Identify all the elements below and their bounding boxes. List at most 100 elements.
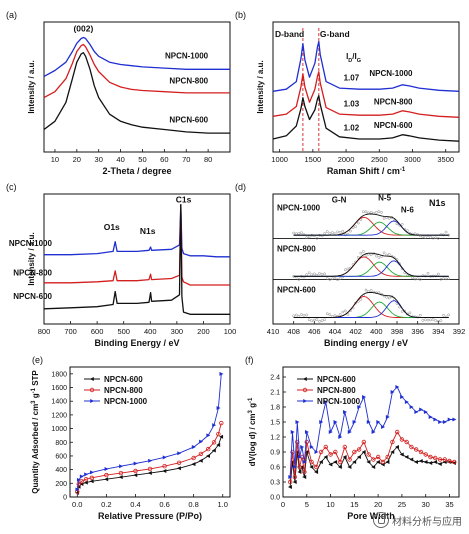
panel-f-legend-label: NPCN-1000 — [317, 397, 361, 406]
panel-a-xrd: 10 20 30 40 50 60 70 80 (a) 2-Theta / degree Inten… — [6, 10, 231, 176]
panel-d-raw-data-point — [434, 236, 438, 240]
panel-d-raw-data-point — [315, 318, 319, 321]
panel-d-raw-data-point — [436, 236, 440, 240]
panel-f-data-point — [414, 410, 419, 414]
panel-d-raw-data-point — [387, 252, 391, 256]
panel-f-data-point — [297, 470, 302, 474]
panel-e-data-point — [176, 466, 181, 471]
panel-c-xps-survey: 800 700 600 500 400 300 200 100 (c) Binding Energ… — [6, 182, 236, 348]
panel-f-data-point — [295, 439, 300, 445]
panel-f-data-point — [333, 460, 338, 464]
panel-f-data-point — [362, 395, 367, 399]
panel-d-raw-data-point — [424, 318, 427, 322]
panel-c-peak-label: O1s — [104, 222, 120, 232]
panel-f-legend-marker — [302, 387, 308, 393]
panel-e-y-axis-label-part: -1 — [31, 387, 37, 393]
panel-e-x-axis-label: Relative Pressure (P/Po) — [98, 511, 202, 521]
panel-f-data-point — [309, 459, 314, 465]
panel-d-raw-data-point — [343, 233, 347, 237]
panel-f-y-tick-label: 2.1 — [270, 390, 280, 397]
panel-c-x-tick-label: 200 — [197, 327, 210, 336]
panel-d-raw-data-point — [333, 314, 337, 318]
panel-d-raw-data-point — [307, 318, 311, 322]
panel-d-raw-data-point — [413, 277, 417, 281]
panel-f-data-point — [394, 429, 400, 435]
panel-f-data-point — [395, 385, 400, 389]
panel-d-raw-data-point — [325, 277, 329, 280]
panel-f-data-point — [442, 420, 447, 424]
panel-e-y-tick-label: 1000 — [51, 426, 67, 433]
panel-e-plot-frame — [69, 366, 231, 498]
panel-f-data-point — [343, 410, 348, 414]
panel-d-raw-data-point — [338, 313, 342, 316]
panel-a-series-npcn-800 — [43, 43, 230, 99]
panel-e-x-tick-label: 0.6 — [159, 500, 169, 509]
panel-a-peak-annotation: (002) — [73, 23, 93, 33]
panel-f-data-point — [292, 474, 298, 480]
panel-d-raw-data-point — [429, 318, 432, 322]
panel-d-raw-data-point — [356, 256, 360, 259]
panel-d-raw-data-point — [421, 319, 425, 322]
panel-c-series-npcn-600 — [43, 204, 230, 315]
panel-d-raw-data-point — [444, 230, 448, 234]
panel-b-series-label: NPCN-1000 — [369, 69, 413, 78]
panel-f-data-point — [419, 407, 424, 412]
panel-d-raw-data-point — [312, 272, 316, 276]
panel-f-data-point — [361, 439, 367, 445]
panel-f-y-axis-label-part: dV(log d) / cm — [248, 413, 257, 466]
panel-f-data-point — [328, 462, 333, 467]
panel-f-data-point — [314, 464, 319, 470]
panel-d-x-tick-label: 396 — [411, 327, 424, 336]
panel-d-raw-data-point — [436, 272, 440, 276]
panel-d-x-axis-label: Binding energy / eV — [324, 338, 408, 348]
panel-f-data-point — [319, 420, 324, 424]
panel-b-x-axis-label: Raman Shift / cm-1 — [327, 166, 406, 176]
panel-f-data-point — [309, 465, 314, 469]
panel-e-adsorption-isotherm: 0.0 0.2 0.4 0.6 0.8 1.0 0 200 400 600 800 1000 1200 1… — [31, 355, 231, 521]
panel-b-x-tick-label: 1500 — [305, 155, 322, 164]
panel-d-raw-data-point — [444, 277, 448, 281]
panel-f-legend-label: NPCN-600 — [317, 375, 356, 384]
panel-f-x-tick-label: 0 — [281, 500, 285, 509]
panel-e-data-point — [205, 453, 210, 458]
panel-e-data-point — [211, 440, 217, 445]
panel-f-data-point — [428, 454, 433, 460]
panel-d-raw-data-point — [323, 318, 327, 322]
panel-f-y-tick-label: 1.5 — [270, 420, 280, 427]
panel-f-data-point — [400, 395, 405, 399]
panel-d-raw-data-point — [356, 221, 360, 225]
panel-e-data-point — [191, 455, 196, 461]
panel-d-raw-data-point — [382, 217, 386, 220]
panel-e-data-point — [148, 458, 153, 463]
panel-d-raw-data-point — [338, 277, 342, 281]
panel-f-data-point — [375, 460, 380, 464]
panel-a-series-label: NPCN-1000 — [165, 52, 209, 61]
panel-e-data-point — [219, 420, 224, 426]
panel-d-raw-data-point — [408, 311, 412, 315]
panel-d-plot-frame — [272, 193, 460, 325]
panel-f-x-tick-label: 5 — [305, 500, 309, 509]
panel-d-raw-data-point — [331, 277, 334, 281]
panel-b-x-tick-label: 2500 — [371, 155, 388, 164]
panel-d-raw-data-point — [436, 319, 440, 323]
panel-f-data-point — [287, 485, 292, 489]
panel-e-data-point — [198, 451, 204, 457]
panel-d-raw-data-point — [346, 313, 350, 316]
panel-e-data-point — [177, 451, 182, 456]
panel-b-series-npcn-1000 — [272, 40, 460, 92]
panel-f-data-point — [399, 437, 405, 442]
panel-e-data-point — [75, 490, 80, 495]
panel-f-y-axis-label-part: 3 — [248, 409, 254, 413]
panel-d-raw-data-point — [439, 319, 443, 322]
panel-d-raw-data-point — [338, 230, 342, 234]
panel-c-series-label: NPCN-800 — [13, 268, 52, 277]
panel-f-data-point — [366, 452, 371, 457]
panel-e-legend-label: NPCN-1000 — [104, 397, 148, 406]
panel-d-raw-data-point — [310, 319, 314, 323]
panel-d-raw-data-point — [369, 289, 373, 292]
panel-e-y-axis-label-part: Quantity Adsorbed / cm — [31, 404, 40, 494]
panel-d-raw-data-point — [447, 313, 451, 317]
panel-d-raw-data-point — [312, 318, 316, 322]
panel-d-sample-label: NPCN-800 — [277, 244, 316, 253]
